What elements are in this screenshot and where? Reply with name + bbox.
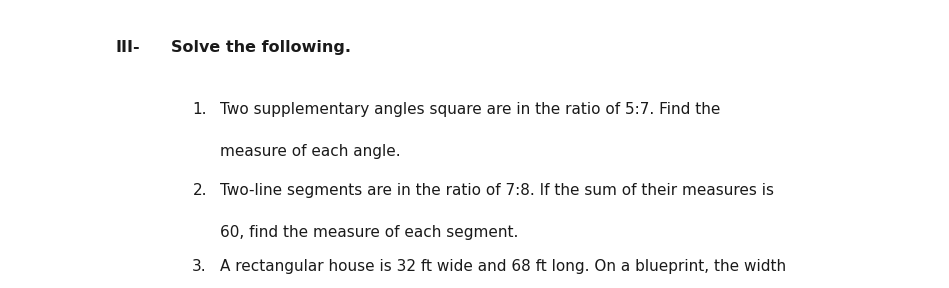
Text: Solve the following.: Solve the following. [171,40,351,55]
Text: 1.: 1. [193,102,207,117]
Text: 3.: 3. [193,259,207,274]
Text: A rectangular house is 32 ft wide and 68 ft long. On a blueprint, the width: A rectangular house is 32 ft wide and 68… [220,259,787,274]
Text: Two supplementary angles square are in the ratio of 5:7. Find the: Two supplementary angles square are in t… [220,102,720,117]
Text: 60, find the measure of each segment.: 60, find the measure of each segment. [220,225,518,240]
Text: III-: III- [116,40,140,55]
Text: Two-line segments are in the ratio of 7:8. If the sum of their measures is: Two-line segments are in the ratio of 7:… [220,183,774,198]
Text: measure of each angle.: measure of each angle. [220,144,400,159]
Text: 2.: 2. [193,183,207,198]
